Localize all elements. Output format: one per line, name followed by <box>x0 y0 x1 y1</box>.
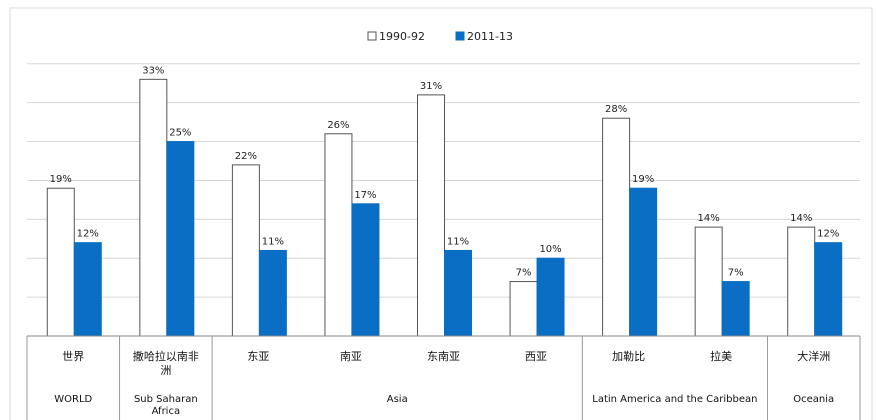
bar-2011-13-7 <box>721 281 750 337</box>
bar-2011-13-1 <box>166 141 195 337</box>
category-label: 洲 <box>160 364 171 377</box>
value-label: 25% <box>169 128 191 139</box>
group-label: WORLD <box>54 394 92 405</box>
legend-label: 2011-13 <box>467 30 513 43</box>
value-label: 19% <box>632 174 654 185</box>
value-label: 19% <box>50 174 72 185</box>
value-label: 17% <box>354 190 376 201</box>
group-label: Oceania <box>793 394 834 405</box>
bar-series <box>46 78 843 337</box>
bar-1990-92-0 <box>46 187 75 337</box>
chart-frame <box>9 7 873 420</box>
value-label: 7% <box>728 268 744 279</box>
bar-1990-92-3 <box>324 133 353 337</box>
bar-1990-92-1 <box>139 78 168 337</box>
legend-swatch <box>367 31 377 41</box>
value-label: 14% <box>790 213 812 224</box>
category-label: 世界 <box>62 350 84 363</box>
category-label: 拉美 <box>710 349 732 363</box>
group-label: Sub Saharan <box>134 394 198 405</box>
category-label: 撒哈拉以南非 <box>133 349 199 363</box>
value-label: 14% <box>698 213 720 224</box>
value-label: 11% <box>262 236 284 247</box>
group-label: Asia <box>387 394 408 405</box>
category-label: 加勒比 <box>612 350 645 363</box>
group-label: Latin America and the Caribbean <box>592 394 757 405</box>
bar-2011-13-5 <box>536 257 565 337</box>
value-label: 31% <box>420 81 442 92</box>
bar-1990-92-4 <box>417 94 445 337</box>
legend-swatch <box>455 31 465 41</box>
value-label: 26% <box>327 120 349 131</box>
value-label: 11% <box>447 236 469 247</box>
value-label: 12% <box>77 229 99 240</box>
bar-2011-13-0 <box>73 242 102 337</box>
group-label: Africa <box>152 406 181 417</box>
bar-1990-92-2 <box>231 164 260 337</box>
bar-2011-13-8 <box>814 242 843 337</box>
bar-2011-13-4 <box>444 249 472 337</box>
bar-2011-13-3 <box>351 203 380 337</box>
category-label: 西亚 <box>525 350 547 363</box>
bar-1990-92-8 <box>787 226 816 337</box>
legend-label: 1990-92 <box>379 30 425 43</box>
category-label: 南亚 <box>340 350 362 363</box>
bar-2011-13-6 <box>629 187 658 337</box>
bar-1990-92-6 <box>602 117 631 337</box>
bar-2011-13-2 <box>258 249 287 337</box>
value-label: 33% <box>142 65 164 76</box>
value-label: 7% <box>516 268 532 279</box>
value-label: 22% <box>235 151 257 162</box>
value-labels: 19% 33% 22% 26% 31% 7% 28% 14% 14% 12% 25% 11% 17% 11… <box>50 65 840 278</box>
category-label: 大洋洲 <box>797 349 830 363</box>
legend: 1990-92 2011-13 <box>367 30 513 43</box>
bar-1990-92-7 <box>694 226 723 337</box>
bar-1990-92-5 <box>509 281 538 337</box>
category-label: 东亚 <box>247 350 269 363</box>
value-label: 10% <box>539 244 561 255</box>
category-label: 东南亚 <box>427 350 460 363</box>
value-label: 28% <box>605 104 627 115</box>
value-label: 12% <box>817 229 839 240</box>
